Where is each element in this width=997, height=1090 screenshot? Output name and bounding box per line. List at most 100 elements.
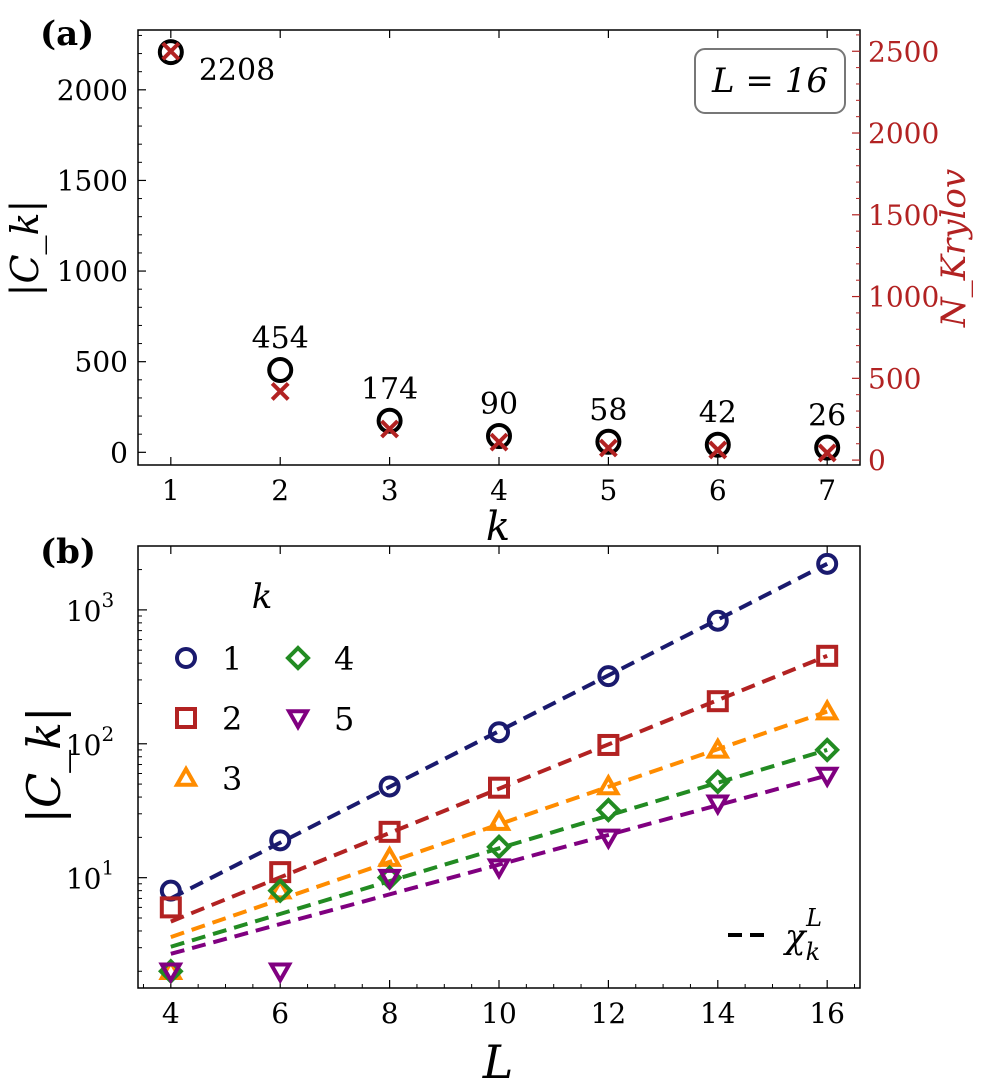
point-k4-L10 <box>486 833 512 860</box>
fit-line-k1 <box>169 562 829 901</box>
point-k5-L8 <box>377 868 403 891</box>
point-k3-L16 <box>814 698 840 721</box>
right-y-tick-label: 2000 <box>868 117 939 150</box>
point-k5-L14 <box>705 794 731 817</box>
panel-a-left-y-ticks: 0 500 1000 1500 2000 <box>57 34 146 469</box>
y-tick-label: 103 <box>66 588 114 628</box>
point-k1-L10 <box>488 721 510 744</box>
legend-label-k1: 1 <box>222 640 242 678</box>
data-label-k4: 90 <box>480 387 518 422</box>
fit-line-k3 <box>170 709 828 939</box>
panel-a-right-y-ticks: 0 500 1000 1500 2000 2500 <box>852 34 939 477</box>
data-label-k3: 174 <box>361 372 418 407</box>
legend-marker-k2 <box>175 707 197 729</box>
point-k5-L4 <box>158 962 184 985</box>
data-label-k2: 454 <box>252 321 309 356</box>
fit-line-k4 <box>170 747 828 949</box>
data-label-k6: 42 <box>699 396 737 431</box>
point-k4-L14 <box>704 768 731 795</box>
point-k2-L10 <box>488 776 510 799</box>
right-y-tick-label: 2500 <box>868 35 939 68</box>
x-tick-label: 8 <box>381 997 399 1030</box>
x-tick-label: 6 <box>271 997 289 1030</box>
legend-marker-k5 <box>285 709 311 732</box>
panel-b-legend: k 1 2 3 4 5 <box>173 577 354 798</box>
y-tick-base: 10 <box>66 863 102 896</box>
fit-legend: χkL <box>728 904 822 966</box>
point-k5-L12 <box>595 828 621 851</box>
point-k1-L6 <box>269 829 292 852</box>
left-y-tick-label: 1500 <box>57 164 128 197</box>
x-tick-label: 12 <box>591 997 627 1030</box>
left-y-tick-label: 500 <box>75 346 128 379</box>
panel-b-fit-lines <box>169 562 829 956</box>
x-tick-label: 16 <box>809 997 845 1030</box>
point-k4-L6 <box>267 877 294 904</box>
point-cross-k6 <box>708 440 728 460</box>
legend-marker-k1 <box>175 647 197 669</box>
legend-label-k2: 2 <box>222 700 242 738</box>
x-tick-label: 14 <box>700 997 736 1030</box>
y-tick-exponent: 3 <box>101 588 114 612</box>
point-cross-k2 <box>270 381 290 401</box>
panel-a-left-y-label: |C_k| <box>3 200 48 297</box>
panel-b-y-label: |C_k| <box>17 706 71 823</box>
fit-line-k5 <box>170 773 828 956</box>
x-tick-label: 1 <box>162 474 180 507</box>
fit-legend-subscript: k <box>806 938 821 966</box>
point-k3-L12 <box>595 773 621 796</box>
panel-b-points <box>157 552 841 985</box>
left-y-tick-label: 2000 <box>57 74 128 107</box>
point-circle-k5 <box>595 428 622 455</box>
x-tick-label: 6 <box>709 474 727 507</box>
x-tick-label: 4 <box>162 997 180 1030</box>
panel-b-frame <box>137 545 861 989</box>
data-label-k7: 26 <box>808 399 846 434</box>
panel-b-x-ticks: 4 6 8 10 12 14 16 <box>142 546 856 1030</box>
left-y-tick-label: 1000 <box>57 255 128 288</box>
point-circle-k2 <box>267 357 294 384</box>
point-cross-k7 <box>817 443 837 463</box>
point-circle-k1 <box>157 39 184 66</box>
point-k2-L16 <box>816 644 839 667</box>
panel-a-points: 2208 454 174 90 58 42 26 <box>157 39 846 463</box>
left-y-tick-label: 0 <box>110 436 128 469</box>
point-cross-k1 <box>161 41 181 61</box>
point-k4-L12 <box>595 797 622 823</box>
x-tick-label: 7 <box>818 474 836 507</box>
fit-line-k2 <box>170 653 828 924</box>
panel-b-label: (b) <box>40 532 96 572</box>
y-tick-base: 10 <box>66 729 102 762</box>
point-k1-L12 <box>597 665 620 688</box>
legend-marker-k3 <box>173 764 199 787</box>
legend-label-k3: 3 <box>222 760 242 798</box>
x-tick-label: 5 <box>599 474 617 507</box>
legend-label-k4: 4 <box>334 640 354 678</box>
point-cross-k3 <box>380 419 400 439</box>
point-circle-k4 <box>486 423 512 449</box>
x-tick-label: 2 <box>271 474 289 507</box>
point-k1-L8 <box>378 775 401 798</box>
point-k2-L12 <box>597 733 620 756</box>
point-circle-k7 <box>814 434 841 461</box>
panel-b-x-label: L <box>482 1035 514 1089</box>
right-y-tick-label: 1500 <box>868 199 939 232</box>
right-y-tick-label: 1000 <box>868 281 939 314</box>
panel-a-x-label: k <box>486 504 510 550</box>
point-k2-L8 <box>378 820 401 843</box>
y-tick-label: 101 <box>66 856 114 896</box>
point-k1-L14 <box>706 609 729 632</box>
annotation-frame <box>694 48 846 114</box>
panel-a: (a) 1 2 3 4 5 6 7 0 500 1000 1500 2000 0 500 1000 150… <box>3 14 974 550</box>
point-k3-L10 <box>486 809 512 831</box>
panel-a-label: (a) <box>40 14 94 54</box>
annotation-L16: L = 16 <box>711 61 828 101</box>
fit-legend-symbol: χ <box>783 917 808 957</box>
point-k3-L6 <box>267 877 293 900</box>
point-circle-k6 <box>704 431 731 458</box>
point-k4-L16 <box>814 737 841 763</box>
point-cross-k4 <box>489 432 509 452</box>
fit-legend-label: χkL <box>783 904 822 966</box>
